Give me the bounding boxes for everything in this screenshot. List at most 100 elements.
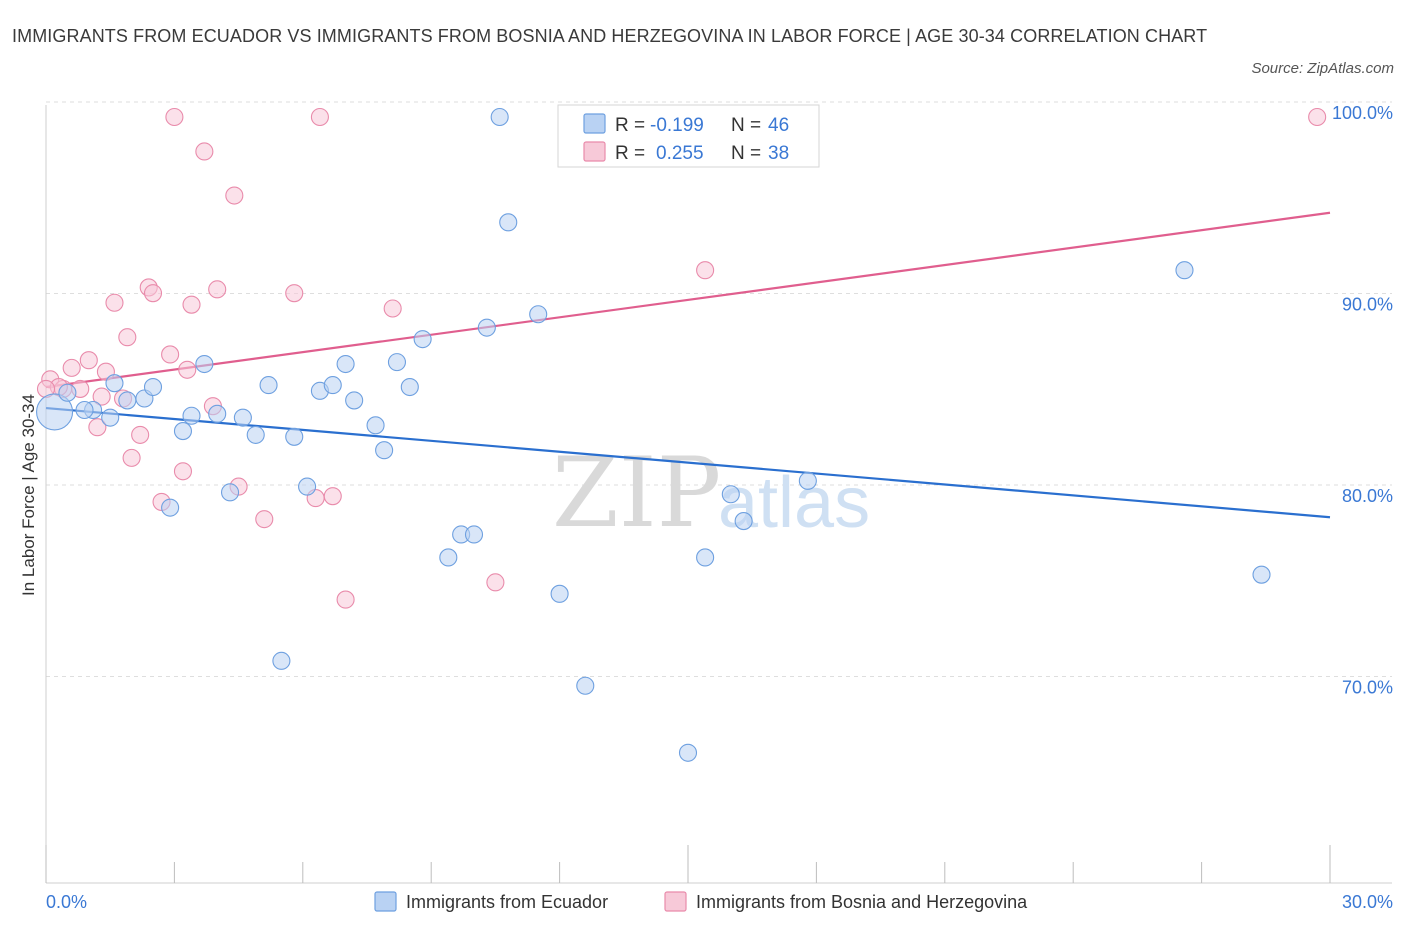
point-ecuador-32 bbox=[477, 318, 496, 337]
legend-n-value-ecuador: 46 bbox=[768, 115, 789, 136]
legend-n-label-bosnia: N = bbox=[731, 143, 761, 164]
point-ecuador-24 bbox=[366, 416, 385, 435]
point-ecuador-11 bbox=[195, 354, 214, 374]
point-ecuador-25 bbox=[375, 441, 394, 460]
point-ecuador-41 bbox=[734, 512, 753, 531]
chart-source: Source: ZipAtlas.com bbox=[1251, 60, 1394, 77]
data-points bbox=[36, 107, 1327, 762]
point-bosnia-31 bbox=[383, 299, 402, 318]
point-bosnia-30 bbox=[336, 590, 355, 609]
point-ecuador-9 bbox=[173, 422, 193, 441]
point-ecuador-4 bbox=[105, 374, 124, 393]
legend-n-label-ecuador: N = bbox=[731, 115, 761, 136]
point-ecuador-7 bbox=[143, 377, 163, 397]
point-ecuador-5 bbox=[118, 391, 137, 410]
point-ecuador-26 bbox=[387, 353, 407, 372]
point-bosnia-17 bbox=[173, 462, 193, 481]
legend-n-value-bosnia: 38 bbox=[768, 143, 789, 164]
point-bosnia-26 bbox=[285, 284, 304, 303]
y-tick-label-80: 80.0% bbox=[1342, 486, 1393, 506]
series-legend-label-bosnia: Immigrants from Bosnia and Herzegovina bbox=[696, 892, 1028, 912]
point-ecuador-13 bbox=[220, 483, 240, 502]
y-tick-label-100: 100.0% bbox=[1332, 103, 1393, 123]
point-ecuador-14 bbox=[233, 408, 252, 427]
point-bosnia-36 bbox=[92, 387, 111, 406]
y-axis-label: In Labor Force | Age 30-34 bbox=[19, 394, 38, 596]
point-bosnia-29 bbox=[323, 487, 342, 506]
point-ecuador-16 bbox=[259, 376, 278, 395]
point-ecuador-12 bbox=[208, 404, 227, 423]
legend-r-value-ecuador: -0.199 bbox=[650, 115, 704, 136]
point-ecuador-35 bbox=[529, 305, 548, 324]
point-ecuador-22 bbox=[336, 354, 355, 374]
point-bosnia-28 bbox=[310, 107, 329, 127]
point-ecuador-39 bbox=[696, 548, 715, 567]
watermark-zip: ZIP bbox=[552, 437, 721, 549]
point-ecuador-27 bbox=[400, 377, 419, 397]
point-ecuador-45 bbox=[75, 400, 94, 420]
legend-r-value-bosnia: 0.255 bbox=[656, 143, 704, 164]
trend-lines bbox=[45, 211, 1331, 519]
point-bosnia-11 bbox=[131, 425, 150, 444]
point-bosnia-18 bbox=[178, 360, 197, 379]
legend-r-label-ecuador: R = bbox=[615, 115, 645, 136]
point-bosnia-7 bbox=[105, 293, 124, 312]
point-ecuador-1 bbox=[58, 383, 77, 402]
point-ecuador-33 bbox=[490, 107, 509, 127]
point-ecuador-42 bbox=[798, 471, 817, 490]
point-ecuador-34 bbox=[499, 213, 518, 232]
point-ecuador-19 bbox=[298, 477, 317, 496]
point-bosnia-2 bbox=[62, 358, 81, 377]
x-tick-label-min: 0.0% bbox=[46, 892, 87, 912]
point-ecuador-3 bbox=[101, 408, 120, 427]
point-ecuador-18 bbox=[285, 427, 304, 446]
point-ecuador-17 bbox=[272, 651, 291, 670]
point-bosnia-19 bbox=[182, 295, 201, 314]
y-tick-labels: 70.0% 80.0% 90.0% 100.0% bbox=[1332, 103, 1393, 698]
stats-legend: R = -0.199 N = 46 R = 0.255 N = 38 bbox=[557, 104, 820, 168]
point-bosnia-16 bbox=[165, 107, 184, 127]
point-ecuador-38 bbox=[678, 743, 698, 762]
trend-line-ecuador bbox=[45, 406, 1331, 519]
point-bosnia-4 bbox=[79, 351, 98, 370]
legend-swatch-bosnia bbox=[583, 141, 606, 162]
point-ecuador-44 bbox=[1252, 565, 1271, 584]
point-ecuador-23 bbox=[345, 391, 364, 410]
point-bosnia-5 bbox=[88, 418, 107, 437]
series-legend-swatch-bosnia bbox=[664, 891, 687, 912]
series-legend-label-ecuador: Immigrants from Ecuador bbox=[406, 892, 608, 912]
point-ecuador-15 bbox=[246, 425, 265, 444]
legend-swatch-ecuador bbox=[583, 113, 606, 134]
y-tick-label-70: 70.0% bbox=[1342, 678, 1393, 698]
point-bosnia-25 bbox=[255, 510, 274, 529]
point-ecuador-40 bbox=[721, 485, 740, 504]
watermark-atlas: atlas bbox=[718, 463, 870, 543]
legend-r-label-bosnia: R = bbox=[615, 143, 645, 164]
point-ecuador-31 bbox=[464, 525, 484, 544]
point-ecuador-43 bbox=[1175, 261, 1194, 280]
point-bosnia-22 bbox=[208, 280, 227, 299]
point-ecuador-21 bbox=[323, 376, 342, 395]
point-bosnia-13 bbox=[143, 284, 163, 303]
series-legend-swatch-ecuador bbox=[374, 891, 397, 912]
trend-line-bosnia bbox=[45, 211, 1331, 389]
axes bbox=[45, 105, 1392, 884]
gridlines bbox=[46, 101, 1392, 677]
point-bosnia-9 bbox=[118, 328, 137, 347]
chart-title: IMMIGRANTS FROM ECUADOR VS IMMIGRANTS FR… bbox=[12, 26, 1208, 46]
point-ecuador-36 bbox=[550, 584, 569, 603]
point-bosnia-34 bbox=[1308, 107, 1327, 127]
point-ecuador-10 bbox=[182, 406, 201, 425]
point-bosnia-20 bbox=[195, 142, 214, 161]
point-ecuador-29 bbox=[439, 548, 458, 567]
point-ecuador-0 bbox=[36, 393, 74, 431]
x-tick-label-max: 30.0% bbox=[1342, 892, 1393, 912]
point-ecuador-8 bbox=[161, 498, 180, 517]
point-bosnia-32 bbox=[486, 573, 505, 592]
y-tick-label-90: 90.0% bbox=[1342, 295, 1393, 315]
point-ecuador-28 bbox=[413, 330, 432, 349]
point-bosnia-10 bbox=[122, 448, 141, 467]
point-bosnia-15 bbox=[161, 345, 180, 364]
series-legend: Immigrants from Ecuador Immigrants from … bbox=[374, 891, 1028, 912]
